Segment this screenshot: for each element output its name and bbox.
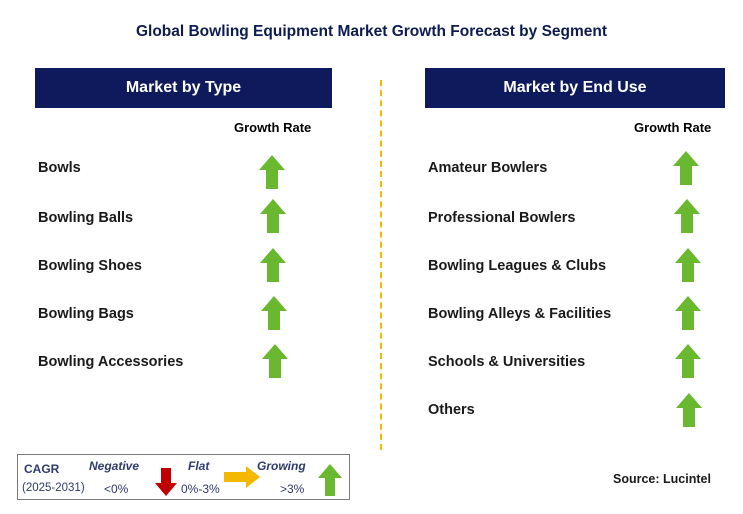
source-note: Source: Lucintel xyxy=(613,472,711,486)
legend-negative-label: Negative xyxy=(89,459,140,473)
legend-growing-label: Growing xyxy=(257,459,306,473)
right-row-label: Others xyxy=(428,402,475,418)
down-arrow-icon xyxy=(155,468,177,496)
up-arrow-icon xyxy=(675,344,701,378)
legend-period: (2025-2031) xyxy=(22,482,85,494)
up-arrow-icon xyxy=(260,199,286,233)
legend-negative-range: <0% xyxy=(104,482,129,496)
right-growth-rate-label: Growth Rate xyxy=(634,120,712,135)
up-arrow-icon xyxy=(260,248,286,282)
right-panel-header: Market by End Use xyxy=(425,68,725,108)
right-row-label: Bowling Alleys & Facilities xyxy=(428,306,612,322)
left-row-label: Bowling Shoes xyxy=(38,258,142,274)
legend-cagr-label: CAGR xyxy=(24,462,60,476)
right-row-label: Schools & Universities xyxy=(428,354,586,370)
left-row-label: Bowling Balls xyxy=(38,210,134,226)
right-arrow-icon xyxy=(224,466,260,488)
panel-divider xyxy=(380,80,382,450)
up-arrow-icon xyxy=(676,393,702,427)
right-row-label: Bowling Leagues & Clubs xyxy=(428,258,607,274)
right-row-label: Amateur Bowlers xyxy=(428,160,548,176)
left-panel-header: Market by Type xyxy=(35,68,332,108)
right-row-label: Professional Bowlers xyxy=(428,210,576,226)
up-arrow-icon xyxy=(675,296,701,330)
left-row-label: Bowls xyxy=(38,160,81,176)
legend-growing-range: >3% xyxy=(280,482,305,496)
cagr-legend: CAGR (2025-2031) Negative <0% Flat 0%-3%… xyxy=(17,454,350,500)
chart-title: Global Bowling Equipment Market Growth F… xyxy=(135,23,608,40)
up-arrow-icon xyxy=(675,248,701,282)
up-arrow-icon xyxy=(674,199,700,233)
legend-flat-label: Flat xyxy=(188,459,210,473)
legend-flat-range: 0%-3% xyxy=(181,482,220,496)
up-arrow-icon xyxy=(673,151,699,185)
up-arrow-icon xyxy=(261,296,287,330)
left-row-label: Bowling Bags xyxy=(38,306,134,322)
left-row-label: Bowling Accessories xyxy=(38,354,184,370)
up-arrow-icon xyxy=(262,344,288,378)
up-arrow-icon xyxy=(318,464,342,496)
left-growth-rate-label: Growth Rate xyxy=(234,120,312,135)
up-arrow-icon xyxy=(259,155,285,189)
